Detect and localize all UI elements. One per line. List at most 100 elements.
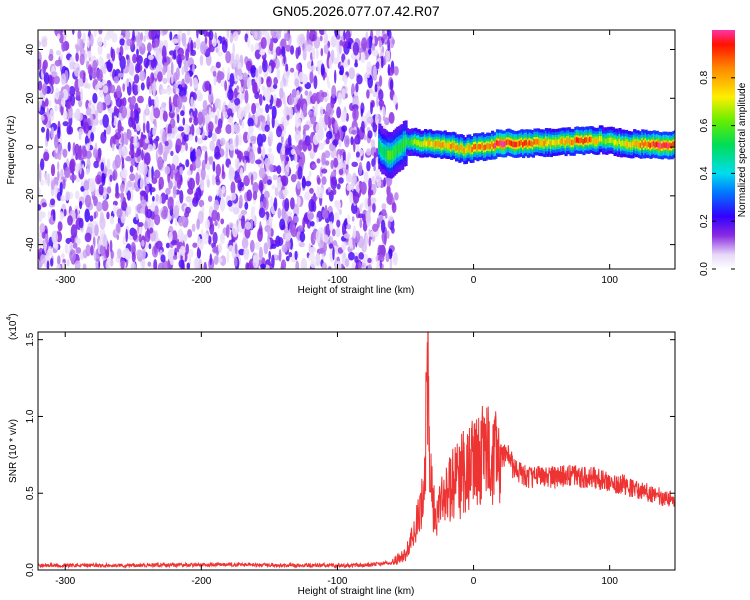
heatmap-cell [231,122,235,135]
heatmap-cell [211,174,216,186]
heatmap-cell [38,100,41,112]
heatmap-cell [229,73,235,87]
heatmap-band-cell [592,138,596,144]
heatmap-cell [252,255,259,269]
heatmap-cell [155,193,159,202]
heatmap-cell [288,106,294,120]
heatmap-cell [301,177,307,189]
heatmap-cell [322,209,329,219]
heatmap-band-cell [513,141,517,148]
x-tick-label: -200 [191,576,211,587]
heatmap-cell [352,236,356,251]
heatmap-cell [183,123,190,135]
heatmap-band-cell [469,146,473,153]
heatmap-cell [78,128,84,136]
heatmap-cell [187,229,193,238]
heatmap-cell [69,174,77,182]
heatmap-cell [391,226,395,234]
heatmap-cell [99,216,106,230]
heatmap-cell [234,97,241,106]
heatmap-cell [133,134,138,147]
heatmap-cell [113,76,120,84]
heatmap-cell [315,230,321,244]
heatmap-cell [70,93,76,107]
heatmap-cell [146,120,150,134]
heatmap-cell [95,260,99,269]
heatmap-cell [170,61,174,76]
heatmap-cell [147,42,152,53]
heatmap-cell [205,162,211,171]
heatmap-cell [296,180,301,190]
heatmap-cell [257,228,263,242]
heatmap-cell [197,111,204,126]
heatmap-cell [38,204,42,211]
heatmap-cell [241,120,245,129]
heatmap-cell [54,104,58,112]
heatmap-cell [290,174,297,183]
heatmap-cell [122,196,126,208]
heatmap-cell [316,217,319,223]
heatmap-cell [157,262,165,269]
heatmap-cell [185,48,190,61]
heatmap-band-cell [504,141,508,147]
heatmap-band-cell [572,139,576,146]
colorbar-tick-label: 0.8 [699,70,710,84]
heatmap-cell [297,225,304,232]
heatmap-cell [376,61,380,70]
heatmap-cell [346,173,352,183]
heatmap-cell [250,44,255,53]
heatmap-cell [208,235,212,245]
heatmap-cell [109,174,113,182]
heatmap-cell [347,58,351,66]
heatmap-cell [138,233,142,243]
heatmap-cell [212,70,217,77]
heatmap-cell [381,209,387,217]
heatmap-cell [171,239,178,246]
heatmap-cell [62,262,66,269]
heatmap-cell [132,30,135,41]
heatmap-cell [319,30,326,36]
heatmap-cell [135,213,139,221]
heatmap-cell [208,91,214,104]
heatmap-band-cell [381,146,385,156]
heatmap-cell [74,260,81,269]
heatmap-cell [116,85,122,98]
heatmap-band-cell [611,137,615,144]
heatmap-cell [102,114,109,128]
heatmap-cell [181,78,185,88]
heatmap-cell [114,154,122,169]
heatmap-cell [137,222,144,227]
heatmap-cell [291,88,297,98]
heatmap-cell [219,137,226,146]
heatmap-cell [186,30,191,36]
heatmap-cell [44,98,49,107]
heatmap-cell [313,75,318,90]
heatmap-cell [64,243,69,254]
heatmap-cell [268,65,272,74]
heatmap-cell [166,133,173,140]
heatmap-cell [154,243,157,255]
heatmap-cell [158,52,163,66]
heatmap-cell [348,67,356,80]
heatmap-cell [239,194,243,209]
heatmap-cell [244,201,249,210]
spectrogram-y-label: Frequency (Hz) [6,116,17,185]
heatmap-cell [258,207,266,218]
heatmap-cell [221,185,226,194]
heatmap-cell [155,135,160,142]
heatmap-cell [100,161,105,172]
heatmap-cell [107,107,114,114]
heatmap-cell [54,184,58,198]
heatmap-band-cell [401,142,405,152]
heatmap-cell [294,250,298,261]
figure-title: GN05.2026.077.07.42.R07 [272,3,440,19]
heatmap-cell [103,63,107,75]
heatmap-cell [351,216,355,222]
heatmap-cell [153,107,161,119]
heatmap-cell [367,130,373,139]
heatmap-cell [234,257,238,267]
heatmap-cell [285,156,290,162]
heatmap-cell [265,103,270,114]
heatmap-cell [256,133,264,147]
heatmap-band-cell [582,139,586,145]
